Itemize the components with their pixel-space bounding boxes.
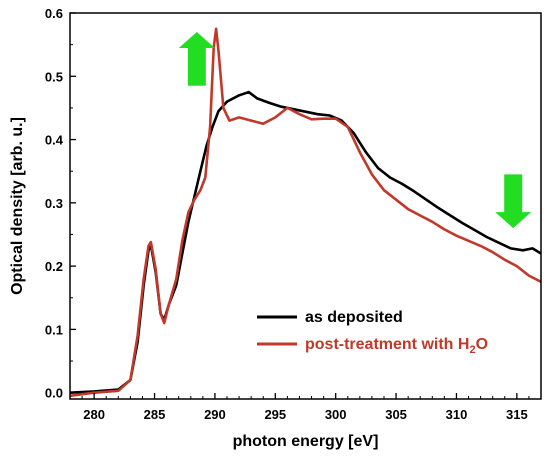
x-tick-label: 300 [325, 407, 347, 422]
x-tick-label: 310 [446, 407, 468, 422]
x-tick-label: 315 [506, 407, 528, 422]
x-tick-label: 290 [204, 407, 226, 422]
x-tick-label: 305 [385, 407, 407, 422]
y-axis-ticks: 0.0 0.1 0.2 0.3 0.4 0.5 0.6 [45, 6, 76, 401]
x-tick-label: 280 [83, 407, 105, 422]
y-tick-label: 0.1 [45, 322, 63, 337]
green-down-arrow-icon [495, 174, 532, 229]
x-tick-label: 295 [264, 407, 286, 422]
y-tick-label: 0.6 [45, 6, 63, 21]
y-tick-label: 0.0 [45, 386, 63, 401]
y-tick-label: 0.5 [45, 69, 63, 84]
green-up-arrow-icon [178, 32, 215, 86]
y-tick-label: 0.2 [45, 259, 63, 274]
y-tick-label: 0.3 [45, 196, 63, 211]
y-axis-title: Optical density [arb. u.] [9, 117, 26, 295]
legend-label-1: post-treatment with H2O [305, 336, 488, 356]
annotation-layer [178, 32, 532, 229]
x-axis-title: photon energy [eV] [233, 433, 379, 450]
series-line-1 [70, 27, 541, 398]
plot-frame [69, 12, 542, 400]
y-tick-label: 0.4 [45, 133, 64, 148]
x-tick-label: 285 [144, 407, 166, 422]
x-axis-ticks: 280 285 290 295 300 305 310 315 [69, 393, 542, 422]
series-layer [70, 27, 541, 398]
legend-label-0: as deposited [305, 309, 403, 326]
legend: as deposited post-treatment with H2O [257, 309, 488, 356]
